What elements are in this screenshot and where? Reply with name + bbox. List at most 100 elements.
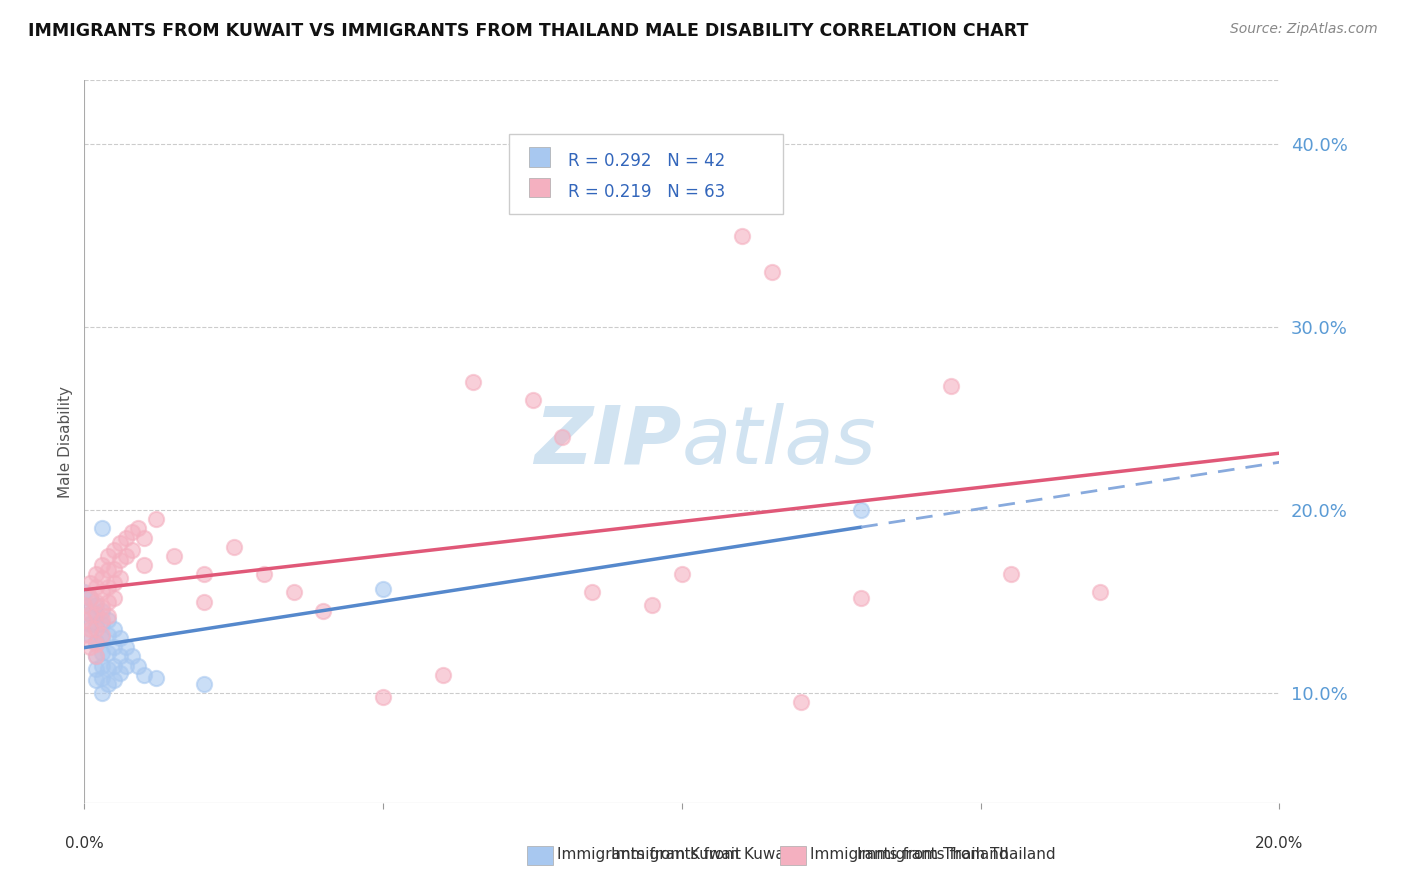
Point: [851, 503, 873, 517]
Point: [91, 631, 114, 645]
Point: [91, 521, 114, 535]
Text: Immigrants from Kuwait: Immigrants from Kuwait: [557, 847, 741, 862]
Point: [110, 649, 132, 664]
Point: [73, 627, 96, 641]
Point: [851, 591, 873, 605]
Point: [115, 531, 138, 545]
Point: [163, 549, 186, 563]
Point: [222, 540, 245, 554]
Point: [193, 677, 215, 691]
Point: [115, 549, 138, 563]
Point: [97, 564, 120, 578]
Point: [79, 622, 101, 636]
Point: [132, 667, 156, 681]
Point: [91, 585, 114, 599]
Point: [91, 658, 114, 673]
Text: IMMIGRANTS FROM KUWAIT VS IMMIGRANTS FROM THAILAND MALE DISABILITY CORRELATION C: IMMIGRANTS FROM KUWAIT VS IMMIGRANTS FRO…: [28, 22, 1029, 40]
Point: [551, 430, 574, 444]
Point: [193, 567, 215, 582]
Point: [110, 552, 132, 566]
Point: [97, 627, 120, 641]
Point: [731, 228, 754, 243]
Point: [91, 613, 114, 627]
Point: [91, 627, 114, 641]
Point: [86, 618, 108, 632]
Point: [73, 613, 96, 627]
Point: [115, 658, 138, 673]
Point: [91, 571, 114, 585]
Y-axis label: Male Disability: Male Disability: [58, 385, 73, 498]
FancyBboxPatch shape: [509, 135, 783, 214]
Text: 20.0%: 20.0%: [1256, 836, 1303, 851]
Point: [86, 594, 108, 608]
Point: [253, 567, 276, 582]
Point: [91, 600, 114, 615]
Point: [283, 585, 305, 599]
Point: [110, 571, 132, 585]
Point: [91, 646, 114, 660]
Point: [86, 599, 108, 613]
Point: [373, 690, 395, 704]
Point: [110, 631, 132, 645]
Point: [86, 607, 108, 622]
Point: [103, 658, 125, 673]
Point: [110, 665, 132, 680]
Point: [97, 662, 120, 676]
Point: [103, 622, 125, 636]
Point: [73, 599, 96, 613]
Point: [145, 672, 167, 686]
Point: [86, 580, 108, 594]
Point: [97, 549, 120, 563]
Point: [121, 543, 143, 558]
Point: [132, 558, 156, 572]
Point: [373, 582, 395, 596]
Point: [79, 591, 101, 605]
Point: [79, 627, 101, 641]
Point: [86, 567, 108, 582]
Text: Immigrants from Thailand: Immigrants from Thailand: [856, 847, 1056, 862]
Point: [121, 649, 143, 664]
Point: [79, 640, 101, 655]
Point: [127, 521, 149, 535]
Text: Source: ZipAtlas.com: Source: ZipAtlas.com: [1230, 22, 1378, 37]
Point: [97, 677, 120, 691]
Point: [79, 576, 101, 591]
Text: ZIP: ZIP: [534, 402, 682, 481]
Point: [193, 594, 215, 608]
Point: [86, 673, 108, 688]
Point: [86, 649, 108, 664]
Point: [86, 622, 108, 636]
Point: [103, 640, 125, 655]
Point: [121, 525, 143, 540]
Point: [522, 393, 544, 408]
Point: [91, 558, 114, 572]
Point: [79, 616, 101, 631]
Point: [132, 531, 156, 545]
Point: [312, 604, 335, 618]
FancyBboxPatch shape: [529, 178, 551, 197]
Point: [127, 658, 149, 673]
Text: 0.0%: 0.0%: [65, 836, 104, 851]
Point: [86, 662, 108, 676]
Text: Immigrants from Thailand: Immigrants from Thailand: [810, 847, 1008, 862]
Point: [103, 562, 125, 576]
Point: [97, 646, 120, 660]
Text: Immigrants from Kuwait: Immigrants from Kuwait: [612, 847, 794, 862]
Point: [86, 637, 108, 651]
Point: [73, 599, 96, 613]
Point: [790, 695, 813, 709]
Point: [581, 585, 603, 599]
Point: [97, 594, 120, 608]
Point: [86, 607, 108, 622]
Point: [939, 378, 962, 392]
Point: [671, 567, 693, 582]
Point: [761, 265, 783, 279]
Point: [103, 673, 125, 688]
Text: R = 0.219   N = 63: R = 0.219 N = 63: [568, 183, 725, 201]
Point: [73, 585, 96, 599]
FancyBboxPatch shape: [529, 147, 551, 167]
Text: R = 0.292   N = 42: R = 0.292 N = 42: [568, 153, 725, 170]
Point: [145, 512, 167, 526]
Point: [110, 536, 132, 550]
Point: [115, 640, 138, 655]
